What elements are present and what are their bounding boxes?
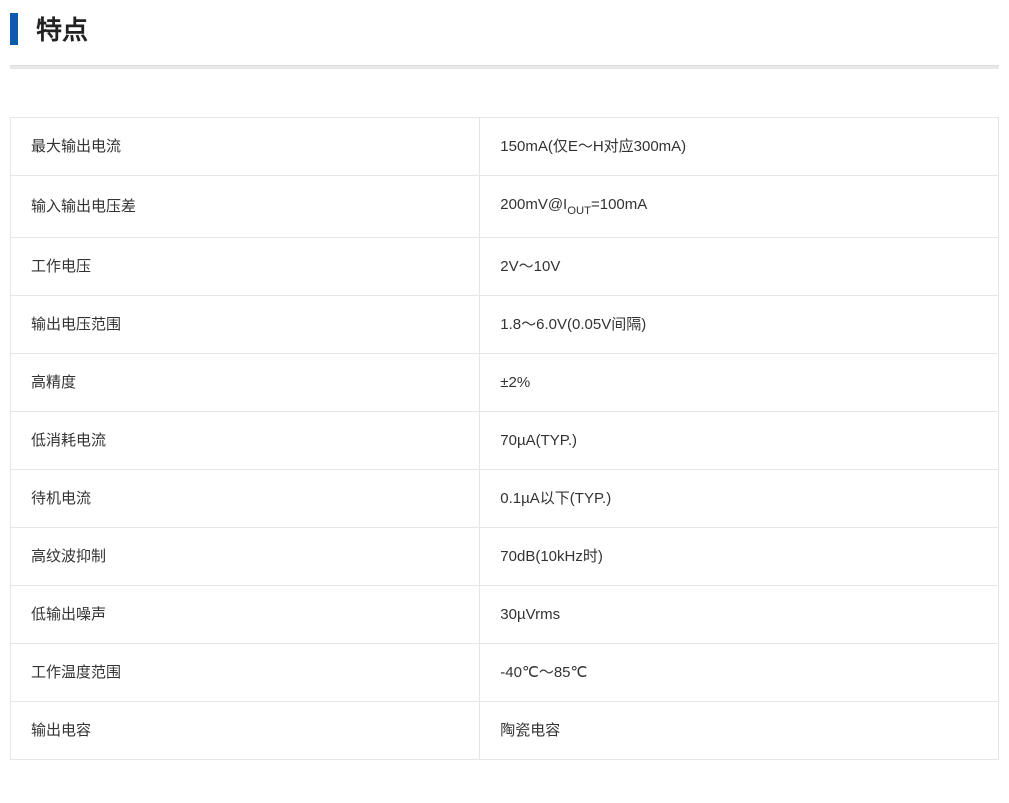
spec-table-body: 最大输出电流 150mA(仅E～H对应300mA) 输入输出电压差 200mV@… [11, 118, 999, 760]
spec-label: 输入输出电压差 [11, 176, 480, 238]
spec-label: 高精度 [11, 353, 480, 411]
section-title: 特点 [36, 10, 88, 47]
spec-label: 输出电压范围 [11, 295, 480, 353]
section-divider [10, 65, 999, 69]
spec-value: 150mA(仅E～H对应300mA) [480, 118, 999, 176]
spec-table: 最大输出电流 150mA(仅E～H对应300mA) 输入输出电压差 200mV@… [10, 117, 999, 760]
spec-label: 低消耗电流 [11, 411, 480, 469]
spec-label: 最大输出电流 [11, 118, 480, 176]
spec-value: -40℃～85℃ [480, 643, 999, 701]
table-row: 输出电压范围 1.8～6.0V(0.05V间隔) [11, 295, 999, 353]
spec-value: 2V～10V [480, 237, 999, 295]
table-row: 最大输出电流 150mA(仅E～H对应300mA) [11, 118, 999, 176]
spec-label: 低输出噪声 [11, 585, 480, 643]
spec-value: 70µA(TYP.) [480, 411, 999, 469]
spec-value: 0.1µA以下(TYP.) [480, 469, 999, 527]
spec-value: 200mV@IOUT=100mA [480, 176, 999, 238]
spec-value: 30µVrms [480, 585, 999, 643]
spec-value: 70dB(10kHz时) [480, 527, 999, 585]
table-row: 高精度 ±2% [11, 353, 999, 411]
spec-label: 工作电压 [11, 237, 480, 295]
spec-label: 高纹波抑制 [11, 527, 480, 585]
table-row: 工作温度范围 -40℃～85℃ [11, 643, 999, 701]
table-row: 高纹波抑制 70dB(10kHz时) [11, 527, 999, 585]
spec-label: 输出电容 [11, 701, 480, 759]
table-row: 输出电容 陶瓷电容 [11, 701, 999, 759]
spec-value: 1.8～6.0V(0.05V间隔) [480, 295, 999, 353]
table-row: 低消耗电流 70µA(TYP.) [11, 411, 999, 469]
spec-label: 工作温度范围 [11, 643, 480, 701]
table-row: 工作电压 2V～10V [11, 237, 999, 295]
table-row: 输入输出电压差 200mV@IOUT=100mA [11, 176, 999, 238]
table-row: 低输出噪声 30µVrms [11, 585, 999, 643]
spec-label: 待机电流 [11, 469, 480, 527]
accent-bar [10, 13, 18, 45]
spec-value: 陶瓷电容 [480, 701, 999, 759]
table-row: 待机电流 0.1µA以下(TYP.) [11, 469, 999, 527]
spec-value: ±2% [480, 353, 999, 411]
section-header: 特点 [10, 10, 999, 47]
